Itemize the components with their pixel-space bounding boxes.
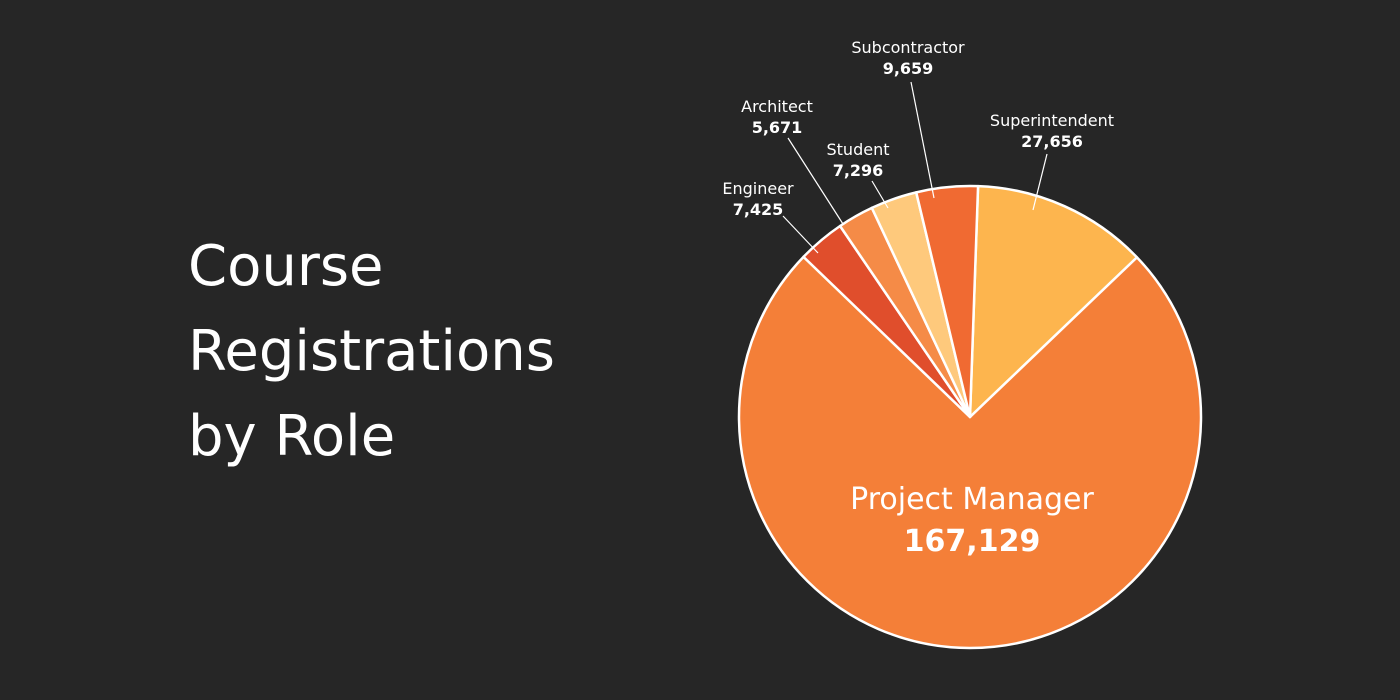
leader-line-student — [871, 180, 889, 209]
leader-lines — [782, 81, 1048, 254]
slice-label-project-manager: Project Manager — [850, 482, 1094, 517]
pie-slices — [737, 184, 1203, 650]
title-line-1: Course — [188, 234, 384, 299]
title-line-3: by Role — [188, 404, 396, 469]
chart-title: Course Registrations by Role — [188, 224, 648, 479]
slice-value-project-manager: 167,129 — [904, 524, 1041, 559]
slice-value-student: 7,296 — [833, 161, 884, 180]
slice-value-subcontractor: 9,659 — [883, 59, 934, 78]
pie-slice-subcontractor — [914, 184, 980, 419]
slice-label-architect: Architect — [741, 97, 813, 116]
slice-value-architect: 5,671 — [752, 118, 803, 137]
slice-label-superintendent: Superintendent — [990, 111, 1114, 130]
leader-line-superintendent — [1032, 153, 1048, 211]
slice-label-student: Student — [827, 140, 890, 159]
slice-value-engineer: 7,425 — [733, 200, 784, 219]
leader-line-engineer — [782, 215, 819, 254]
slice-label-engineer: Engineer — [722, 179, 794, 198]
pie-slice-superintendent — [968, 184, 1139, 419]
slice-labels: Superintendent 27,656 Project Manager 167,1… — [722, 38, 1114, 559]
slice-label-subcontractor: Subcontractor — [851, 38, 965, 57]
slice-value-superintendent: 27,656 — [1021, 132, 1083, 151]
leader-line-architect — [787, 137, 844, 225]
title-line-2: Registrations — [188, 319, 555, 384]
pie-slice-project-manager — [737, 255, 1203, 650]
leader-line-subcontractor — [910, 81, 935, 199]
